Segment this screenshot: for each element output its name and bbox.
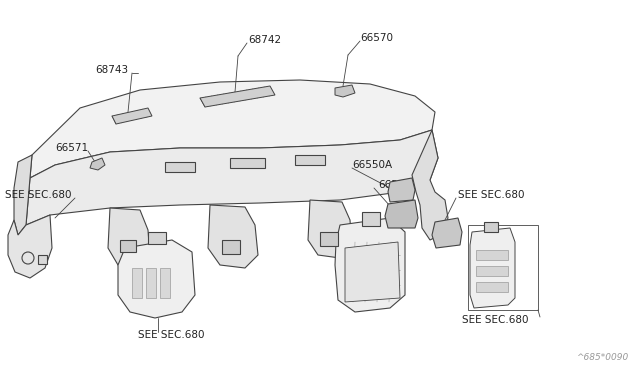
Polygon shape [335,85,355,97]
Polygon shape [200,86,275,107]
Polygon shape [14,155,32,235]
Polygon shape [118,240,195,318]
Bar [476,250,508,260]
Polygon shape [412,130,448,240]
Polygon shape [26,130,438,225]
Text: 68742: 68742 [248,35,281,45]
Bar [146,268,156,298]
Polygon shape [108,208,150,268]
Text: 66571: 66571 [55,143,88,153]
Bar [132,268,142,298]
Text: SEE SEC.680: SEE SEC.680 [458,190,525,200]
Polygon shape [308,200,352,258]
Polygon shape [335,218,405,312]
Polygon shape [208,205,258,268]
Text: 66550A: 66550A [352,160,392,170]
Text: SEE SEC.680: SEE SEC.680 [138,330,205,340]
Text: 66570: 66570 [360,33,393,43]
Polygon shape [470,228,515,308]
Text: SEE SEC.680: SEE SEC.680 [462,315,529,325]
Polygon shape [8,215,52,278]
Bar [230,158,265,168]
Bar [38,255,47,264]
Bar [362,212,380,226]
Bar [476,282,508,292]
Polygon shape [388,178,415,202]
Bar [476,266,508,276]
Bar [148,232,166,244]
Text: 68743: 68743 [95,65,128,75]
Bar [165,162,195,172]
Polygon shape [90,158,105,170]
Bar [222,240,240,254]
Text: SEE SEC.680: SEE SEC.680 [5,190,72,200]
Polygon shape [345,242,400,302]
Bar [160,268,170,298]
Bar [468,225,538,310]
Bar [320,232,338,246]
Polygon shape [385,200,418,228]
Bar [295,155,325,165]
Polygon shape [30,80,435,178]
Polygon shape [432,218,462,248]
Polygon shape [112,108,152,124]
Text: ^685*0090: ^685*0090 [576,353,628,362]
Bar [484,222,498,232]
Text: 66550: 66550 [378,180,411,190]
Bar [120,240,136,252]
